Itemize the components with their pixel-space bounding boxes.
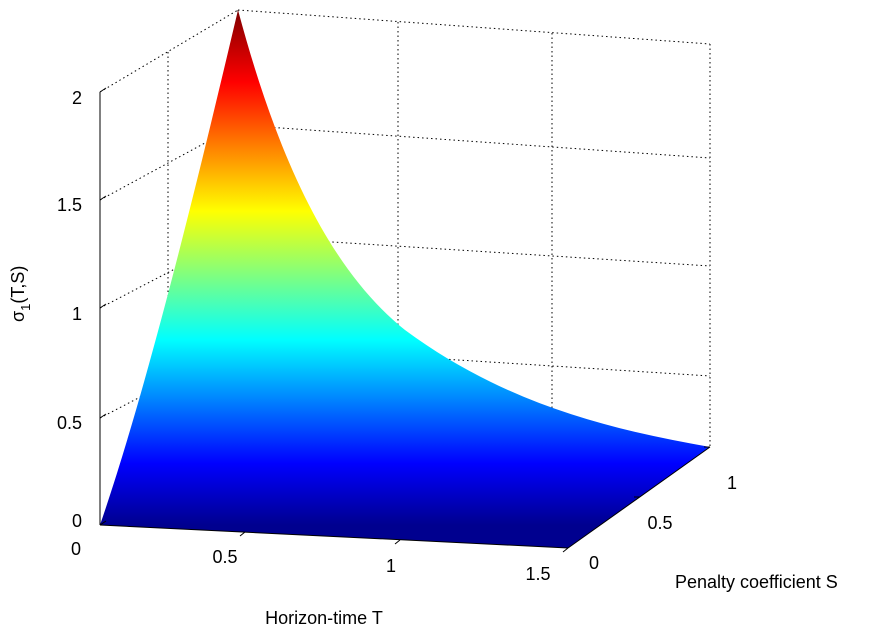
z-axis-label: σ1(T,S) [8, 266, 33, 322]
x-axis-label: Horizon-time T [265, 608, 383, 628]
y-axis-label: Penalty coefficient S [675, 572, 838, 592]
x-tick-1-5: 1.5 [525, 564, 550, 584]
x-tick-0: 0 [71, 539, 81, 559]
y-tick-1: 1 [727, 473, 737, 493]
z-tick-2: 2 [72, 88, 82, 108]
y-tick-0: 0 [589, 553, 599, 573]
z-tick-0: 0 [72, 511, 82, 531]
surface-sigma1 [100, 10, 710, 548]
tick-marks [99, 87, 710, 553]
z-tick-0-5: 0.5 [57, 413, 82, 433]
x-tick-0-5: 0.5 [212, 547, 237, 567]
x-tick-1: 1 [386, 556, 396, 576]
y-tick-0-5: 0.5 [647, 513, 672, 533]
z-tick-1-5: 1.5 [57, 195, 82, 215]
x-axis-line [99, 524, 569, 549]
z-tick-1: 1 [72, 304, 82, 324]
